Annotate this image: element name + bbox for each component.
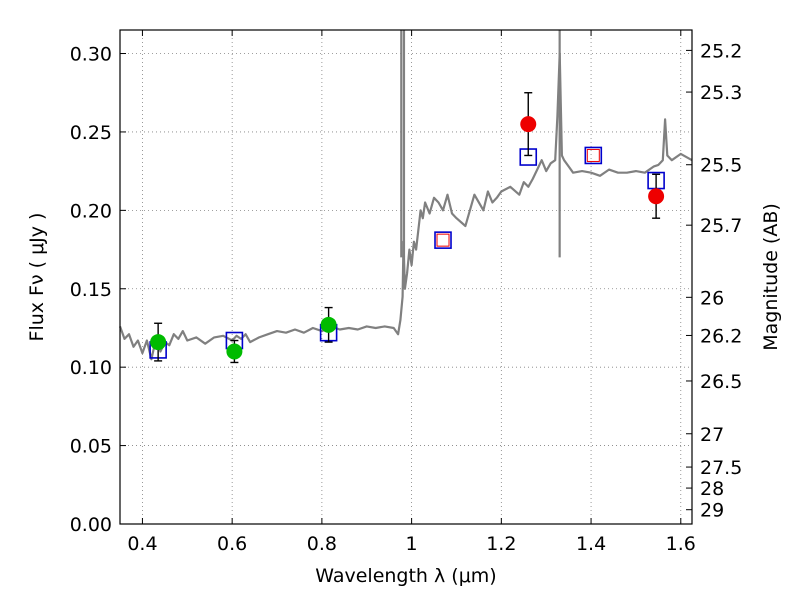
x-tick-label: 1.4 bbox=[576, 533, 606, 555]
y2-tick-label: 25.7 bbox=[700, 215, 742, 237]
data-point bbox=[226, 343, 243, 360]
model-spectrum bbox=[118, 30, 693, 361]
x-tick-label: 1.2 bbox=[486, 533, 516, 555]
data-point bbox=[648, 188, 665, 205]
x-tick-label: 1.6 bbox=[666, 533, 696, 555]
y2-tick-label: 28 bbox=[700, 478, 724, 500]
upper-limit-box bbox=[436, 233, 450, 247]
y2-tick-label: 25.2 bbox=[700, 40, 742, 62]
y-axis: 0.00 0.05 0.10 0.15 0.20 0.25 0.30 bbox=[70, 44, 126, 536]
model-photometry-box bbox=[584, 146, 603, 165]
y-tick-label: 0.15 bbox=[70, 279, 112, 301]
x-tick-label: 0.6 bbox=[217, 533, 247, 555]
x-axis: 0.4 0.6 0.8 1 1.2 1.4 1.6 bbox=[127, 30, 696, 555]
model-photometry-box bbox=[434, 231, 452, 249]
y2-tick-label: 29 bbox=[700, 500, 724, 522]
spectrum-line bbox=[118, 52, 693, 361]
y-tick-label: 0.00 bbox=[70, 514, 112, 536]
y-axis-label: Flux Fν ( μJy ) bbox=[26, 213, 48, 342]
data-point bbox=[320, 316, 337, 333]
upper-limit-box bbox=[586, 148, 600, 162]
plot-frame bbox=[119, 29, 693, 525]
y2-tick-label: 25.3 bbox=[700, 82, 742, 104]
markers bbox=[149, 92, 665, 364]
y-tick-label: 0.30 bbox=[70, 44, 112, 66]
data-point bbox=[520, 116, 537, 133]
y2-tick-label: 25.5 bbox=[700, 155, 742, 177]
y-tick-label: 0.10 bbox=[70, 357, 112, 379]
y-tick-label: 0.25 bbox=[70, 122, 112, 144]
y2-tick-label: 27.5 bbox=[700, 457, 742, 479]
x-tick-label: 0.4 bbox=[127, 533, 157, 555]
x-tick-label: 1 bbox=[406, 533, 418, 555]
x-axis-label: Wavelength λ (μm) bbox=[315, 565, 496, 587]
y2-axis-label: Magnitude (AB) bbox=[760, 203, 782, 351]
y-tick-label: 0.05 bbox=[70, 436, 112, 458]
y2-tick-label: 26.5 bbox=[700, 371, 742, 393]
y2-tick-label: 26.2 bbox=[700, 325, 742, 347]
data-point bbox=[150, 334, 167, 351]
y-tick-label: 0.20 bbox=[70, 200, 112, 222]
x-tick-label: 0.8 bbox=[307, 533, 337, 555]
y2-tick-label: 27 bbox=[700, 424, 724, 446]
y2-tick-label: 26 bbox=[700, 287, 724, 309]
